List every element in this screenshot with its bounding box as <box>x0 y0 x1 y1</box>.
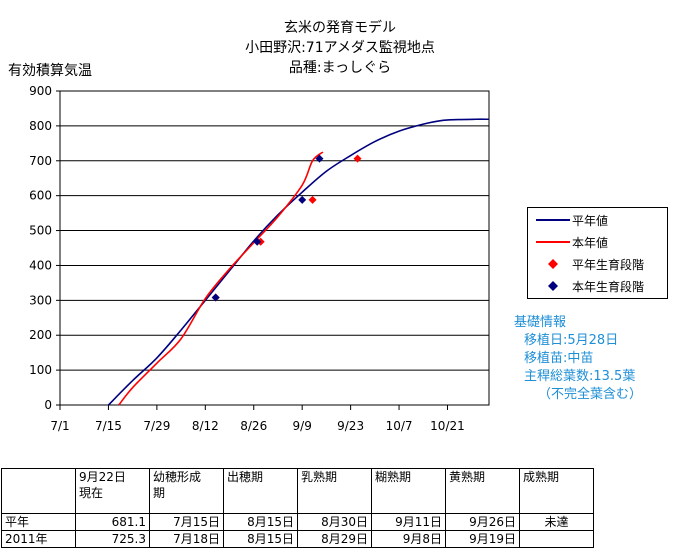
x-tick-label: 10/7 <box>386 419 413 433</box>
table-cell-value: 8月15日 <box>223 513 298 531</box>
legend-symbol-normal-line <box>536 219 570 221</box>
table-row-2011: 2011年 725.3 7月18日 8月15日 8月29日 9月8日 9月19日 <box>1 530 594 548</box>
y-axis-label: 有効積算気温 <box>8 63 92 79</box>
info-line-leaf-note: （不完全葉含む） <box>538 387 643 402</box>
legend-symbol-normal-stage <box>548 259 558 269</box>
plot-frame <box>59 90 490 406</box>
series-point-2 <box>308 195 317 204</box>
y-tick-label: 500 <box>29 224 52 238</box>
x-tick-label: 8/12 <box>192 419 219 433</box>
table-header-cell: 黄熟期 <box>445 468 520 514</box>
table-cell-value: 9月19日 <box>445 530 520 548</box>
legend-item-normal-line: 平年値 <box>528 209 667 231</box>
x-tick-label: 7/1 <box>50 419 69 433</box>
y-tick-label: 400 <box>29 258 52 272</box>
table-cell-value: 9月8日 <box>371 530 446 548</box>
series-point-3 <box>253 237 262 246</box>
x-tick-label: 10/21 <box>430 419 465 433</box>
series-point-3 <box>211 293 220 302</box>
table-cell-value: 8月15日 <box>223 530 298 548</box>
table-cell-value: 725.3 <box>75 530 150 548</box>
header-panicle-line-1: 幼穂形成 <box>153 470 202 484</box>
info-line-transplant-date: 移植日:5月28日 <box>524 333 619 348</box>
legend-label-normal-stage: 平年生育段階 <box>572 258 645 272</box>
table-cell-value <box>519 530 594 548</box>
y-tick-label: 300 <box>29 293 52 307</box>
x-tick-label: 7/29 <box>143 419 170 433</box>
table-cell-value: 7月18日 <box>149 530 224 548</box>
legend-item-current-stage: 本年生育段階 <box>528 275 667 297</box>
legend-item-current-line: 本年値 <box>528 231 667 253</box>
y-tick-label: 0 <box>44 398 52 412</box>
table-cell-value: 9月11日 <box>371 513 446 531</box>
table-cell-value: 681.1 <box>75 513 150 531</box>
table-header-cell: 出穂期 <box>223 468 298 514</box>
table-header-cell <box>1 468 76 514</box>
y-tick-label: 600 <box>29 189 52 203</box>
table-cell-label: 2011年 <box>1 530 76 548</box>
legend-label-normal-line: 平年値 <box>572 214 609 228</box>
info-line-leaf-count: 主稈総葉数:13.5葉 <box>524 369 636 384</box>
table-header-cell: 乳熟期 <box>297 468 372 514</box>
series-point-3 <box>298 195 307 204</box>
legend-symbol-current-line <box>536 241 570 243</box>
legend: 平年値 本年値 平年生育段階 本年生育段階 <box>527 207 668 299</box>
growth-stage-table: 9月22日現在 幼穂形成期 出穂期 乳熟期 糊熟期 黄熟期 成熟期 平年 681… <box>1 468 594 548</box>
table-cell-label: 平年 <box>1 513 76 531</box>
info-heading: 基礎情報 <box>514 315 567 330</box>
legend-label-current-stage: 本年生育段階 <box>572 280 645 294</box>
table-header-cell: 幼穂形成期 <box>149 468 224 514</box>
header-date-line-1: 9月22日 <box>79 470 126 484</box>
table-header-row: 9月22日現在 幼穂形成期 出穂期 乳熟期 糊熟期 黄熟期 成熟期 <box>1 468 594 514</box>
info-line-seedling: 移植苗:中苗 <box>524 351 594 366</box>
table-cell-value: 8月30日 <box>297 513 372 531</box>
chart-title-line-3: 品種:まっしぐら <box>288 60 392 76</box>
x-tick-label: 7/15 <box>95 419 122 433</box>
table-header-cell: 糊熟期 <box>371 468 446 514</box>
x-tick-label: 9/23 <box>337 419 364 433</box>
table-cell-value: 8月29日 <box>297 530 372 548</box>
chart-title-line-1: 玄米の発育モデル <box>284 20 396 36</box>
table-header-cell: 成熟期 <box>519 468 594 514</box>
table-cell-value: 7月15日 <box>149 513 224 531</box>
legend-symbol-current-stage <box>548 281 558 291</box>
y-tick-label: 800 <box>29 119 52 133</box>
y-tick-label: 100 <box>29 363 52 377</box>
chart-title-line-2: 小田野沢:71アメダス監視地点 <box>245 40 435 56</box>
table-row-normal: 平年 681.1 7月15日 8月15日 8月30日 9月11日 9月26日 未… <box>1 513 594 531</box>
legend-label-current-line: 本年値 <box>572 236 609 250</box>
table-header-cell: 9月22日現在 <box>75 468 150 514</box>
header-panicle-line-2: 期 <box>153 486 166 500</box>
x-tick-label: 8/26 <box>240 419 267 433</box>
table-cell-value: 未達 <box>519 513 594 531</box>
series-line-1 <box>118 151 324 406</box>
x-tick-label: 9/9 <box>293 419 312 433</box>
info-panel: 基礎情報 移植日:5月28日 移植苗:中苗 主稈総葉数:13.5葉 （不完全葉含… <box>514 314 642 404</box>
series-point-3 <box>315 154 324 163</box>
y-tick-label: 700 <box>29 154 52 168</box>
legend-item-normal-stage: 平年生育段階 <box>528 253 667 275</box>
series-line-0 <box>107 118 490 406</box>
chart-plot: 0 100 200 300 400 500 600 700 800 900 7/1 7/15 7/29 8… <box>29 84 490 433</box>
table-cell-value: 9月26日 <box>445 513 520 531</box>
series-point-2 <box>353 154 362 163</box>
header-date-line-2: 現在 <box>79 486 104 500</box>
y-tick-label: 900 <box>29 84 52 98</box>
y-tick-label: 200 <box>29 328 52 342</box>
